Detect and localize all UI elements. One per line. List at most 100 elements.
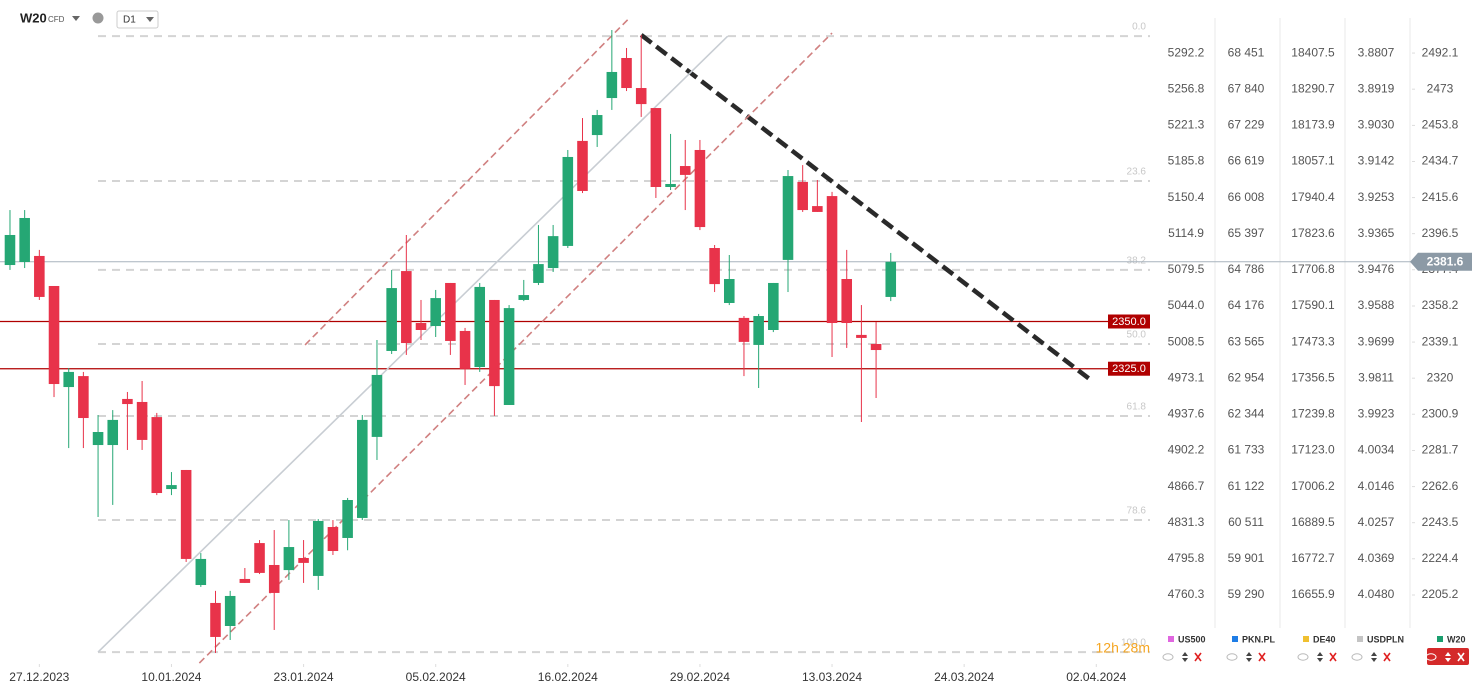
comparison-tick-label: 67 840 [1228, 81, 1265, 95]
symbol[interactable]: W20 [20, 10, 47, 25]
eye-icon[interactable] [1297, 653, 1309, 661]
remove-icon[interactable] [1329, 652, 1337, 662]
comparison-tick-label: 60 511 [1228, 515, 1264, 529]
info-icon[interactable] [92, 12, 104, 24]
order-icon[interactable] [1182, 652, 1188, 662]
comparison-tick-label: 3.9365 [1358, 226, 1395, 240]
comparison-tick-label: 5150.4 [1168, 190, 1205, 204]
comparison-tick-label: 62 954 [1228, 370, 1265, 384]
candle-body [533, 264, 544, 283]
comparison-tick-label: 4866.7 [1168, 479, 1205, 493]
candle-body [195, 558, 207, 586]
y-tick-label: 2358.2 [1422, 298, 1459, 312]
order-icon[interactable] [1246, 652, 1252, 662]
comparison-tick-label: 5044.0 [1168, 298, 1205, 312]
candle-body [885, 261, 897, 297]
candle-body [591, 115, 603, 136]
comparison-tick-label: 17940.4 [1291, 190, 1335, 204]
remove-icon[interactable] [1194, 652, 1202, 662]
x-tick-label: 13.03.2024 [802, 670, 862, 684]
price-level-label: 2325.0 [1112, 363, 1146, 375]
comparison-tick-label: 17706.8 [1291, 262, 1335, 276]
y-tick-label: 2205.2 [1422, 587, 1459, 601]
candle-body [268, 564, 280, 593]
y-tick-label: 2339.1 [1422, 334, 1459, 348]
y-tick-label: 2434.7 [1422, 154, 1459, 168]
comparison-tick-label: 4.0480 [1358, 587, 1395, 601]
comparison-tick-label: 5256.8 [1168, 81, 1205, 95]
comparison-tick-label: 17239.8 [1291, 406, 1335, 420]
candle-body [489, 299, 500, 387]
legend-label: DE40 [1313, 634, 1336, 644]
last-price-label: 2381.6 [1427, 254, 1464, 268]
comparison-tick-label: 65 397 [1228, 226, 1265, 240]
legend-swatch [1168, 636, 1174, 642]
timeframe-arrow [146, 17, 154, 22]
comparison-tick-label: 61 733 [1228, 443, 1265, 457]
candle-body [298, 557, 309, 563]
x-tick-label: 29.02.2024 [670, 670, 730, 684]
candle-body [812, 206, 823, 212]
order-icon[interactable] [1445, 652, 1451, 662]
x-tick-label: 05.02.2024 [406, 670, 466, 684]
comparison-tick-label: 62 344 [1228, 406, 1265, 420]
candle-body [401, 271, 412, 344]
comparison-tick-label: 16655.9 [1291, 587, 1335, 601]
legend-controls [1351, 652, 1391, 662]
comparison-tick-label: 3.9811 [1358, 370, 1394, 384]
comparison-tick-label: 3.9142 [1358, 154, 1395, 168]
comparison-tick-label: 67 229 [1228, 118, 1265, 132]
remove-icon[interactable] [1457, 652, 1465, 662]
candle-body [386, 288, 397, 351]
candle-body [122, 398, 133, 405]
comparison-tick-label: 4973.1 [1168, 370, 1205, 384]
candle-body [342, 500, 353, 538]
comparison-tick-label: 5114.9 [1168, 226, 1204, 240]
comparison-tick-label: 17473.3 [1291, 334, 1335, 348]
countdown: 12h 28m [1096, 640, 1150, 656]
candle-body [870, 343, 882, 351]
candle-body [738, 317, 750, 342]
remove-icon[interactable] [1383, 652, 1391, 662]
price-level-box [1108, 361, 1150, 376]
timeframe-select[interactable] [116, 10, 159, 29]
comparison-tick-label: 4760.3 [1168, 587, 1205, 601]
last-price-box [1410, 252, 1472, 271]
eye-icon[interactable] [1351, 653, 1363, 661]
y-tick-label: 2224.4 [1422, 551, 1459, 565]
legend-label: PKN.PL [1242, 634, 1276, 644]
comparison-tick-label: 5221.3 [1168, 118, 1205, 132]
legend-swatch [1357, 636, 1363, 642]
fib-label: 50.0 [1127, 330, 1147, 341]
candle-body [459, 330, 471, 369]
candle-body [371, 374, 383, 437]
comparison-tick-label: 68 451 [1228, 45, 1265, 59]
candle-body [856, 334, 867, 338]
candle-body [19, 217, 30, 262]
comparison-tick-label: 4795.8 [1168, 551, 1205, 565]
symbol-dropdown[interactable] [72, 16, 80, 21]
candle-body [283, 547, 295, 571]
remove-icon[interactable] [1258, 652, 1266, 662]
active-legend-box[interactable] [1427, 648, 1469, 665]
eye-icon[interactable] [1162, 653, 1174, 661]
comparison-tick-label: 3.9588 [1358, 298, 1395, 312]
comparison-tick-label: 16889.5 [1291, 515, 1335, 529]
comparison-tick-label: 4902.2 [1168, 443, 1205, 457]
fib-label: 0.0 [1132, 22, 1146, 33]
candle-body [136, 401, 148, 440]
eye-icon[interactable] [1425, 653, 1437, 661]
candle-body [841, 278, 853, 324]
comparison-tick-label: 64 176 [1228, 298, 1265, 312]
candle-body [753, 316, 764, 345]
candle-body [606, 71, 618, 99]
comparison-tick-label: 66 619 [1228, 154, 1265, 168]
order-icon[interactable] [1371, 652, 1377, 662]
order-icon[interactable] [1317, 652, 1323, 662]
comparison-tick-label: 3.9923 [1358, 406, 1395, 420]
eye-icon[interactable] [1226, 653, 1238, 661]
y-tick-label: 2281.7 [1422, 443, 1459, 457]
comparison-tick-label: 59 290 [1228, 587, 1265, 601]
